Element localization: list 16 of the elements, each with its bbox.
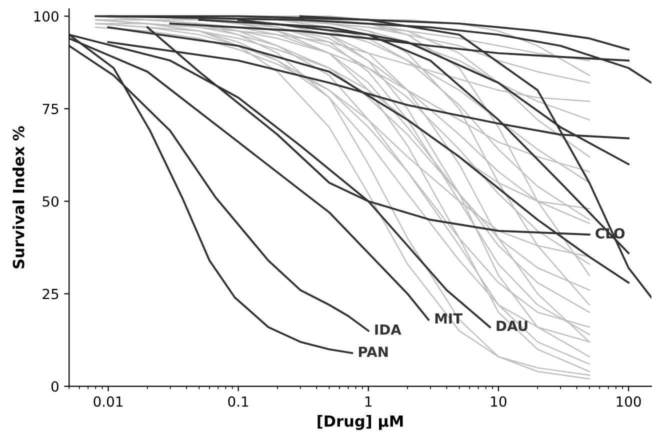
y-axis-title: Survival Index % <box>12 126 24 268</box>
series-label: DAU <box>496 320 528 332</box>
series-label: IDA <box>375 324 402 335</box>
x-tick-label: 0.01 <box>94 396 122 407</box>
y-tick-label: 25 <box>42 288 58 300</box>
x-tick-label: 0.1 <box>228 396 248 407</box>
series-label: MIT <box>435 313 462 324</box>
y-tick-label: 75 <box>42 104 58 114</box>
series-label: PAN <box>358 346 388 357</box>
y-tick-label: 100 <box>34 11 58 22</box>
x-tick-label: 10 <box>491 396 506 407</box>
y-tick-label: 0 <box>51 381 58 392</box>
x-tick-label: 100 <box>616 396 641 407</box>
x-axis-title: [Drug] µM <box>318 415 403 430</box>
x-tick-label: 1 <box>365 396 372 407</box>
y-tick-label: 50 <box>42 196 58 207</box>
